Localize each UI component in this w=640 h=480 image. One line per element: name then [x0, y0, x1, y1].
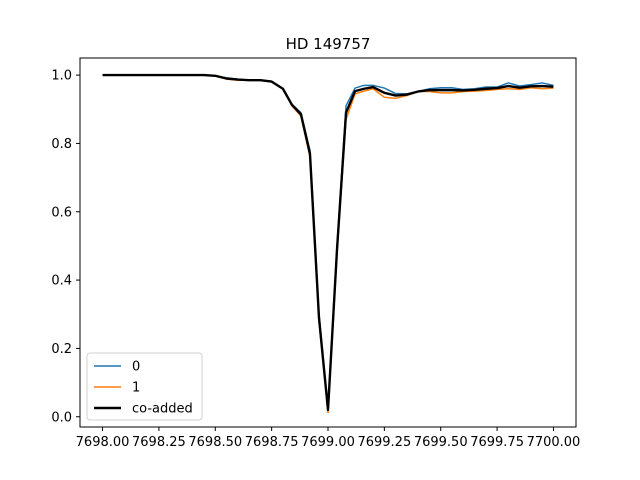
x-axis: 7698.00 7698.25 7698.50 7698.75 7699.00 7699.… [76, 427, 581, 450]
y-tick-label: 0.0 [51, 410, 72, 425]
y-tick-label: 1.0 [51, 69, 72, 84]
y-tick-label: 0.6 [51, 205, 72, 220]
legend-label-2: co-added [132, 402, 193, 417]
x-tick-label: 7699.50 [414, 435, 468, 450]
chart-title: HD 149757 [286, 35, 371, 53]
plot-area [102, 73, 554, 414]
x-tick-label: 7699.00 [301, 435, 355, 450]
y-tick-label: 0.4 [51, 274, 72, 289]
y-tick-label: 0.2 [51, 342, 72, 357]
legend-label-0: 0 [132, 360, 140, 375]
legend: 0 1 co-added [86, 352, 203, 421]
y-axis: 0.0 0.2 0.4 0.6 0.8 1.0 [51, 69, 80, 425]
x-tick-label: 7699.75 [470, 435, 524, 450]
x-tick-label: 7700.00 [527, 435, 581, 450]
series-line-2 [102, 73, 554, 412]
axes-frame [79, 57, 577, 428]
x-tick-label: 7698.75 [245, 435, 299, 450]
x-tick-label: 7699.25 [357, 435, 411, 450]
x-tick-label: 7698.00 [76, 435, 130, 450]
y-tick-label: 0.8 [51, 137, 72, 152]
x-tick-label: 7698.25 [132, 435, 186, 450]
x-tick-label: 7698.50 [188, 435, 242, 450]
legend-label-1: 1 [132, 381, 140, 396]
legend-box [86, 352, 203, 421]
